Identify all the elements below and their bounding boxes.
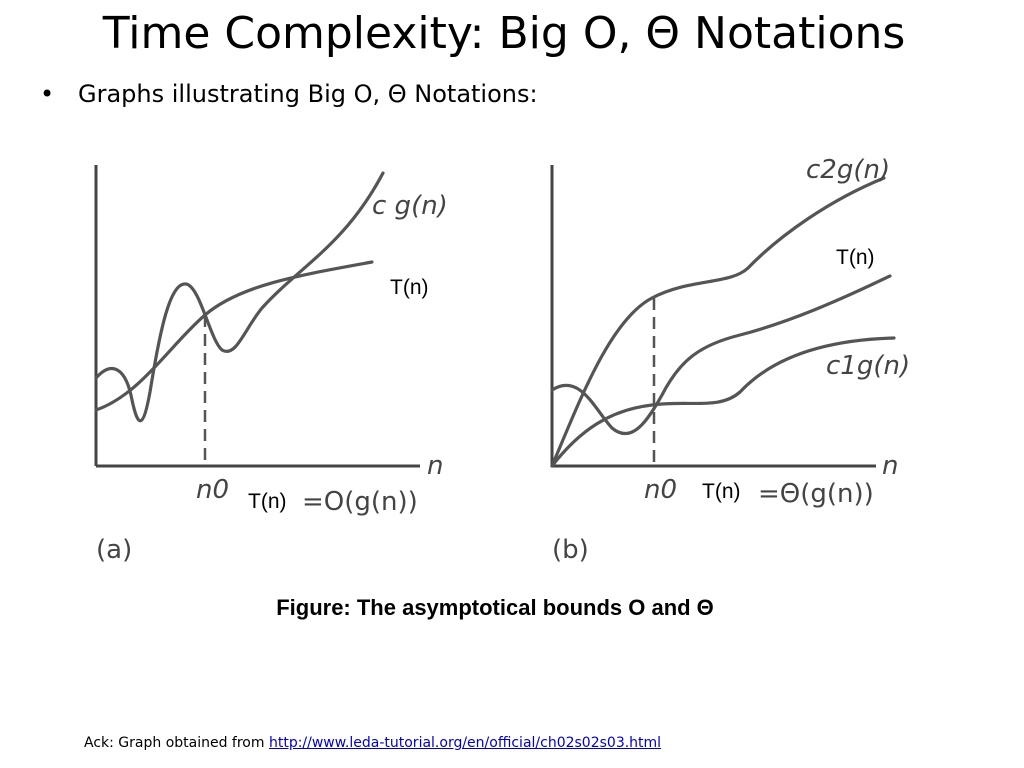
graph-a-n0-label: n0: [196, 475, 229, 505]
graph-b-c1g-curve: [550, 336, 896, 468]
bullet-text: Graphs illustrating Big Ο, Θ Notations:: [78, 80, 538, 108]
graph-b-c2g-curve: [550, 176, 886, 468]
graph-b: c2g(n) T(n) c1g(n) n n0 T(n) =Θ(g(n)) (b…: [550, 155, 910, 565]
graph-b-n0-label: n0: [644, 475, 677, 505]
figure-caption: Figure: The asymptotical bounds O and Θ: [276, 595, 714, 620]
bullet-dot-icon: •: [40, 80, 55, 108]
graph-b-bottom-tn: T(n): [702, 480, 741, 503]
ack-link[interactable]: http://www.leda-tutorial.org/en/official…: [268, 735, 662, 751]
graph-b-lower-label: c1g(n): [826, 351, 910, 381]
graph-a-tn-label: T(n): [390, 276, 429, 299]
graph-a-tn-curve: [94, 260, 374, 412]
graph-a-bottom-tn: T(n): [248, 490, 287, 513]
graph-b-panel-label: (b): [552, 535, 589, 565]
graph-a-panel-label: (a): [96, 535, 132, 565]
graph-a-n-label: n: [427, 451, 443, 481]
graph-a-upper-label: c g(n): [372, 191, 448, 221]
graph-a-bound-text: =O(g(n)): [302, 487, 418, 517]
graph-a-cg-curve: [94, 171, 385, 423]
graph-a: c g(n) T(n) n n0 T(n) =O(g(n)) (a): [94, 165, 448, 565]
graph-b-tn-label: T(n): [836, 246, 875, 269]
slide-title: Time Complexity: Big Ο, Θ Notations: [102, 8, 906, 59]
ack-prefix: Ack: Graph obtained from: [84, 735, 269, 751]
graph-b-upper-label: c2g(n): [806, 155, 890, 185]
graph-b-tn-curve: [550, 274, 892, 436]
bullet-item: • Graphs illustrating Big Ο, Θ Notations:: [40, 78, 538, 110]
graph-b-bound-text: =Θ(g(n)): [758, 479, 874, 509]
graph-b-n-label: n: [882, 451, 898, 481]
acknowledgement: Ack: Graph obtained from http://www.leda…: [84, 735, 661, 751]
